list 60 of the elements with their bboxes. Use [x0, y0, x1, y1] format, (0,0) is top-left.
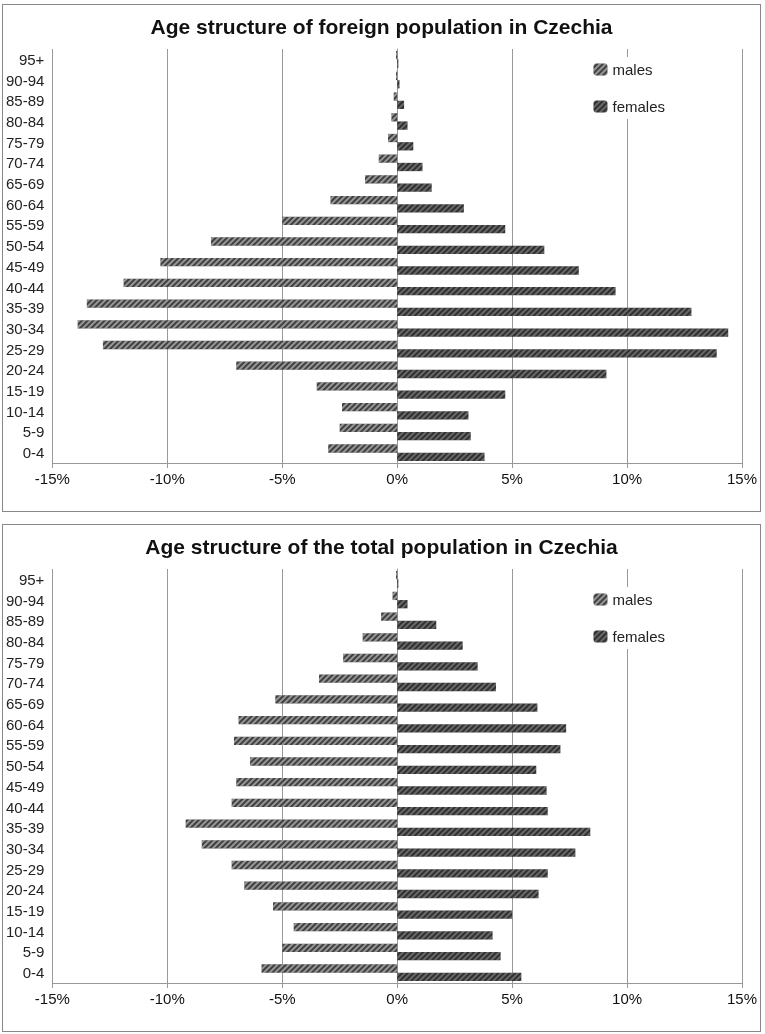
y-tick-label: 20-24: [5, 881, 45, 899]
x-tick-label: -15%: [34, 470, 70, 487]
x-tick-label: -5%: [268, 470, 296, 487]
y-tick-label: 55-59: [5, 216, 45, 234]
y-tick-label: 70-74: [5, 674, 45, 692]
x-tick-label: 0%: [386, 990, 409, 1007]
y-tick-label: 60-64: [5, 715, 45, 733]
y-tick-label: 50-54: [5, 237, 45, 255]
y-tick-label: 10-14: [5, 922, 45, 940]
y-tick-label: 5-9: [22, 943, 45, 961]
y-tick-label: 45-49: [5, 777, 45, 795]
legend-label: males: [612, 61, 653, 78]
x-tick-label: 10%: [612, 990, 643, 1007]
y-tick-label: 75-79: [5, 653, 45, 671]
x-tick-label: -15%: [34, 990, 70, 1007]
y-tick-label: 35-39: [5, 299, 45, 317]
y-tick-label: 45-49: [5, 257, 45, 275]
chart-title: Age structure of foreign population in Czechia: [150, 15, 613, 38]
x-tick-label: -10%: [149, 990, 185, 1007]
y-tick-label: 0-4: [22, 964, 45, 982]
y-tick-label: 60-64: [5, 195, 45, 213]
y-tick-label: 10-14: [5, 402, 45, 420]
y-tick-label: 35-39: [5, 819, 45, 837]
y-tick-label: 65-69: [5, 695, 45, 713]
y-tick-label: 30-34: [5, 839, 45, 857]
y-tick-label: 85-89: [5, 612, 45, 630]
y-tick-label: 75-79: [5, 133, 45, 151]
x-tick-label: 10%: [612, 470, 643, 487]
y-tick-label: 25-29: [5, 860, 45, 878]
legend-label: females: [612, 98, 666, 115]
y-tick-label: 90-94: [5, 71, 45, 89]
y-tick-label: 15-19: [5, 902, 45, 920]
x-tick-label: 15%: [726, 990, 757, 1007]
y-tick-label: 85-89: [5, 92, 45, 110]
y-tick-label: 80-84: [5, 112, 45, 130]
x-tick-label: 5%: [501, 990, 523, 1007]
x-tick-label: 0%: [386, 470, 409, 487]
y-tick-label: 30-34: [5, 319, 45, 337]
y-tick-label: 50-54: [5, 757, 45, 775]
y-tick-label: 70-74: [5, 154, 45, 172]
x-tick-label: 15%: [726, 470, 757, 487]
y-tick-label: 0-4: [22, 444, 45, 462]
chart-title: Age structure of the total population in Czechia: [145, 535, 619, 558]
y-tick-label: 90-94: [5, 591, 45, 609]
y-tick-label: 40-44: [5, 278, 45, 296]
y-tick-label: 65-69: [5, 175, 45, 193]
y-tick-label: 25-29: [5, 340, 45, 358]
x-tick-label: -5%: [268, 990, 296, 1007]
x-tick-label: -10%: [149, 470, 185, 487]
y-tick-label: 95+: [18, 570, 45, 588]
legend-label: males: [612, 591, 653, 608]
y-tick-label: 5-9: [22, 423, 45, 441]
y-tick-label: 40-44: [5, 798, 45, 816]
y-tick-label: 55-59: [5, 736, 45, 754]
x-tick-label: 5%: [501, 470, 523, 487]
y-tick-label: 80-84: [5, 632, 45, 650]
y-tick-label: 15-19: [5, 382, 45, 400]
legend-label: females: [612, 628, 666, 645]
y-tick-label: 20-24: [5, 361, 45, 379]
y-tick-label: 95+: [18, 50, 45, 68]
